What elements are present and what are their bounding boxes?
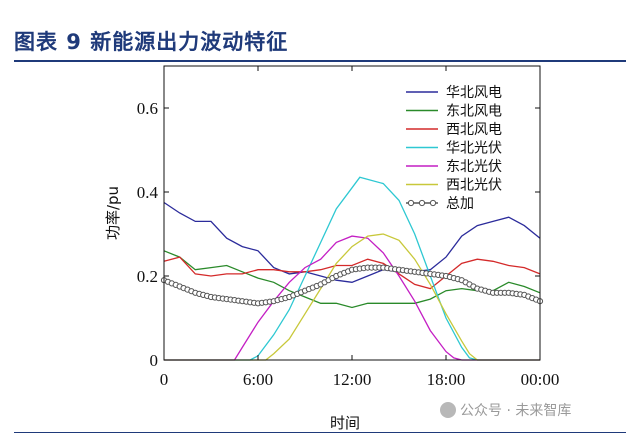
legend-marker	[407, 199, 415, 207]
legend-marker	[429, 199, 437, 207]
series-line-0	[163, 201, 541, 283]
legend-label: 西北光伏	[446, 178, 502, 194]
y-tick-label: 0.6	[137, 99, 158, 118]
series-line-2	[163, 256, 541, 290]
legend-label: 东北风电	[446, 104, 502, 120]
series-layer	[160, 176, 544, 361]
y-tick-label: 0.4	[137, 183, 159, 202]
x-tick-label: 0	[160, 370, 169, 389]
x-tick-label: 12:00	[333, 370, 372, 389]
title-rule	[14, 60, 626, 62]
series-line-3	[164, 176, 540, 361]
legend-label: 华北风电	[446, 85, 502, 101]
legend-label: 华北光伏	[446, 141, 502, 157]
series-line-4	[164, 235, 540, 361]
x-tick-label: 6:00	[243, 370, 273, 389]
legend-marker	[418, 199, 426, 207]
x-ticks: 0 6:00 12:00 18:00 00:00	[160, 66, 560, 389]
watermark-text: 公众号 · 未来智库	[460, 403, 572, 419]
x-tick-label: 18:00	[427, 370, 466, 389]
watermark: 公众号 · 未来智库	[440, 400, 571, 420]
x-tick-label: 00:00	[521, 370, 560, 389]
y-tick-label: 0.2	[137, 267, 158, 286]
y-ticks: 0 0.2 0.4 0.6	[137, 99, 540, 370]
legend-label: 总加	[446, 196, 474, 212]
legend-label: 西北风电	[446, 122, 502, 138]
y-axis-label: 功率/pu	[104, 186, 122, 240]
series-line-5	[164, 233, 540, 361]
x-axis-label: 时间	[330, 414, 360, 432]
legend-label: 东北光伏	[446, 159, 502, 175]
y-tick-label: 0	[150, 351, 159, 370]
wechat-icon	[440, 402, 456, 418]
bottom-rule	[14, 432, 626, 433]
figure-title: 图表 9 新能源出力波动特征	[14, 30, 289, 54]
